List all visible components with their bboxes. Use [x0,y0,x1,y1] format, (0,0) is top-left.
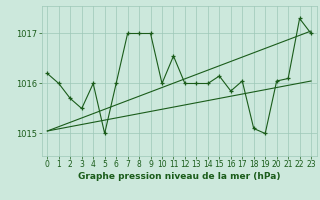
X-axis label: Graphe pression niveau de la mer (hPa): Graphe pression niveau de la mer (hPa) [78,172,280,181]
